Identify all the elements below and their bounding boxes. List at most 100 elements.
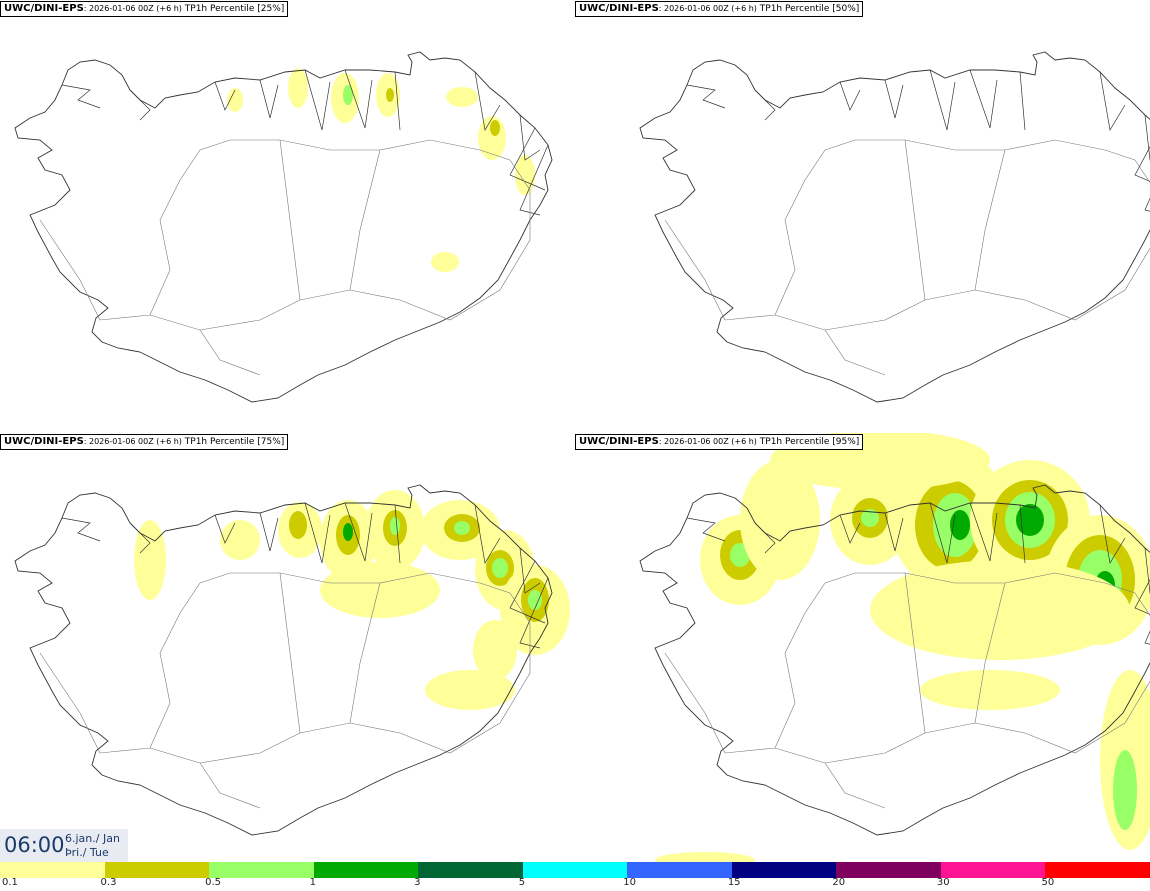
- precip-contour: [386, 88, 394, 102]
- precip-contour: [870, 560, 1130, 660]
- fjord-line: [1019, 71, 1026, 131]
- fjord-line: [474, 504, 501, 564]
- fjord-line: [884, 79, 904, 119]
- fjord-line: [394, 504, 401, 564]
- precip-contour: [343, 85, 353, 105]
- legend-label: 5: [518, 877, 526, 888]
- precip-contour: [227, 88, 243, 112]
- fjord-line: [686, 517, 726, 542]
- precip-contour: [473, 620, 517, 680]
- precip-contour: [320, 562, 440, 618]
- road-network: [664, 572, 1150, 809]
- fjord-line: [929, 69, 956, 131]
- legend-label: 1: [309, 877, 316, 888]
- fjord-line: [1134, 579, 1150, 615]
- legend-swatch: [940, 862, 1046, 878]
- precip-contour: [490, 120, 500, 136]
- legend-swatch: [627, 862, 732, 878]
- fjord-line: [839, 514, 861, 544]
- legend-label: 50: [1041, 877, 1055, 888]
- fjord-line: [1019, 504, 1026, 564]
- fjord-line: [214, 514, 236, 544]
- fjord-line: [129, 522, 151, 554]
- precip-contour: [288, 68, 308, 108]
- fjord-line: [1144, 114, 1150, 161]
- legend-swatch: [1045, 862, 1150, 878]
- precip-contour: [446, 87, 478, 107]
- legend-swatch: [313, 862, 419, 878]
- legend-label: 10: [623, 877, 636, 888]
- fjord-line: [1099, 504, 1126, 564]
- valid-date: 6.jan./ Jan: [65, 832, 120, 845]
- fjord-line: [1099, 71, 1126, 131]
- fjord-line: [304, 69, 331, 131]
- iceland-precip-map: [639, 433, 1150, 863]
- fjord-line: [474, 71, 501, 131]
- legend-swatch: [104, 862, 210, 878]
- fjord-line: [509, 560, 546, 624]
- iceland-precip-map: [639, 51, 1150, 403]
- map-panel-p95: UWC/DINI-EPS: 2026-01-06 00Z (+6 h) TP1h…: [575, 433, 1150, 863]
- fjord-line: [344, 502, 373, 562]
- fjord-line: [754, 89, 776, 121]
- legend-label: 3: [414, 877, 421, 888]
- legend-label: 0.3: [100, 877, 117, 888]
- fjord-line: [509, 127, 546, 191]
- fjord-line: [1134, 146, 1150, 182]
- valid-time: 06:00: [4, 833, 65, 857]
- fjord-line: [754, 522, 776, 554]
- precip-contour: [454, 521, 470, 535]
- precip-contour: [1113, 750, 1137, 830]
- road-network: [39, 139, 531, 376]
- legend-swatch: [836, 862, 941, 878]
- fjord-line: [61, 517, 101, 542]
- fjord-line: [519, 144, 549, 216]
- fjord-line: [1144, 630, 1150, 645]
- legend-label: 0.5: [205, 877, 221, 888]
- fjord-line: [839, 81, 861, 111]
- fjord-line: [969, 69, 998, 129]
- legend-label: 0.1: [2, 877, 18, 888]
- legend-swatch: [209, 862, 314, 878]
- legend-label: 30: [936, 877, 950, 888]
- legend-swatch: [731, 862, 837, 878]
- map-panel-p75: UWC/DINI-EPS: 2026-01-06 00Z (+6 h) TP1h…: [0, 433, 575, 863]
- precip-contour: [343, 523, 353, 541]
- fjord-line: [519, 114, 541, 161]
- legend-swatch: [522, 862, 628, 878]
- legend-label: 20: [832, 877, 846, 888]
- precip-contour: [431, 252, 459, 272]
- valid-weekday: Þri./ Tue: [65, 846, 109, 859]
- fjord-line: [214, 81, 236, 111]
- precip-contour: [655, 852, 755, 863]
- legend-swatch: [0, 862, 105, 878]
- precip-contour: [920, 670, 1060, 710]
- fjord-line: [394, 71, 401, 131]
- precip-contour: [289, 511, 307, 539]
- fjord-line: [259, 79, 279, 119]
- road-network: [39, 572, 531, 809]
- road-network: [664, 139, 1150, 376]
- precip-contour: [1016, 504, 1044, 536]
- color-legend-labels: 0.1 0.3 0.5 1 3 5 10 15 20 30 50: [0, 877, 1150, 891]
- panel-title: UWC/DINI-EPS: 2026-01-06 00Z (+6 h) TP1h…: [575, 434, 864, 450]
- legend-label: 15: [727, 877, 741, 888]
- iceland-precip-map: [14, 484, 570, 836]
- precip-contour: [492, 558, 508, 578]
- panel-title: UWC/DINI-EPS: 2026-01-06 00Z (+6 h) TP1h…: [0, 1, 289, 17]
- fjord-line: [304, 502, 331, 564]
- fjord-line: [884, 512, 904, 552]
- panel-title: UWC/DINI-EPS: 2026-01-06 00Z (+6 h) TP1h…: [0, 434, 289, 450]
- coastline: [639, 51, 1150, 403]
- fjord-line: [61, 84, 101, 109]
- precip-contour: [515, 155, 535, 195]
- fjord-line: [259, 512, 279, 552]
- precip-contour: [390, 517, 400, 535]
- fjord-line: [686, 84, 726, 109]
- iceland-precip-map: [14, 51, 553, 403]
- color-legend-bar: [0, 862, 1150, 878]
- fjord-line: [519, 547, 541, 594]
- precip-contour: [528, 590, 542, 610]
- fjord-line: [969, 502, 998, 562]
- fjord-line: [344, 69, 373, 129]
